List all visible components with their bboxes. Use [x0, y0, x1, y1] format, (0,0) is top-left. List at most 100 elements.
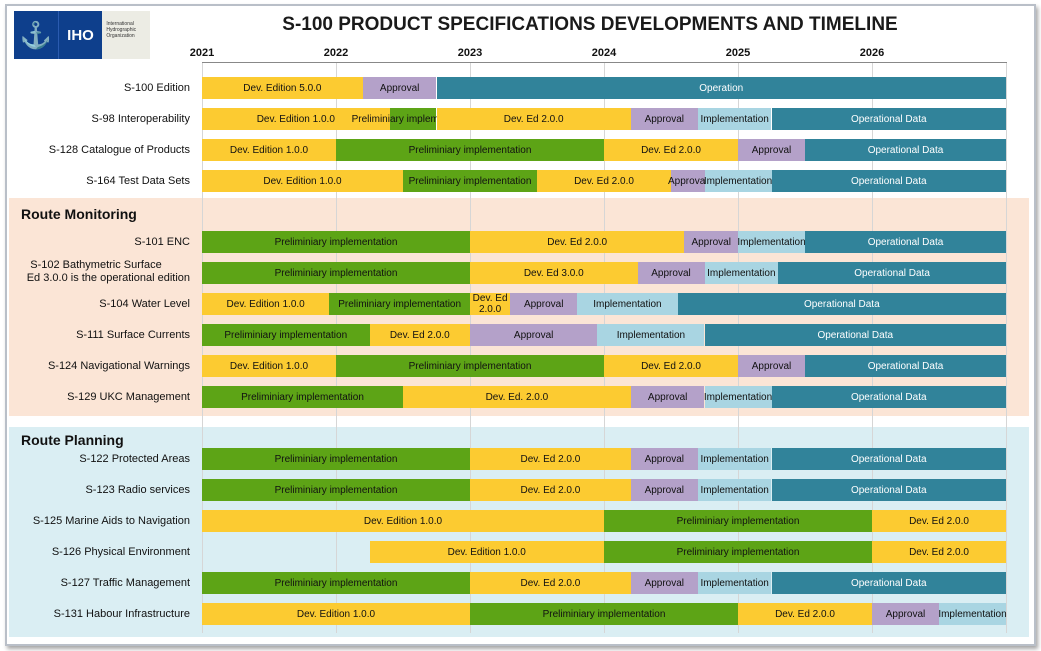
bar-pre: Preliminiary implementation — [202, 324, 370, 346]
bar-dev: Dev. Ed 2.0.0 — [470, 479, 631, 501]
bar-pre: Preliminiary implementation — [336, 139, 604, 161]
bar-appr: Approval — [470, 324, 598, 346]
gridline — [738, 63, 739, 633]
bar-dev: Dev. Ed 2.0.0 — [604, 355, 738, 377]
bar-impl: Implementation — [697, 479, 772, 501]
bar-appr: Approval — [362, 77, 437, 99]
bar-dev: Dev. Edition 1.0.0 — [202, 355, 336, 377]
bar-pre: Preliminiary implementation — [202, 231, 470, 253]
bar-op: Operational Data — [771, 448, 1006, 470]
bar-impl: Implementation — [704, 386, 772, 408]
row-label: S-124 Navigational Warnings — [47, 360, 190, 372]
bar-pre: Preliminiary implementation — [403, 170, 537, 192]
bar-dev: Dev. Ed. 2.0.0 — [403, 386, 631, 408]
bar-appr: Approval — [630, 448, 698, 470]
x-tick-label: 2026 — [859, 47, 885, 59]
bar-impl: Implementation — [704, 262, 779, 284]
bar-appr: Approval — [684, 231, 738, 253]
bar-dev: Dev. Edition 1.0.0 — [202, 170, 403, 192]
iho-emblem-icon: ⚓ — [14, 11, 58, 59]
bar-pre: Preliminiary implementation — [604, 510, 872, 532]
row-label: S-100 Edition — [123, 82, 190, 94]
bar-dev: Dev. Ed 2.0.0 — [436, 108, 631, 130]
bar-op: Operational Data — [771, 170, 1006, 192]
bar-dev: Dev. Ed 2.0.0 — [872, 510, 1006, 532]
gridline — [202, 63, 203, 633]
bar-dev: Dev. Ed 2.0.0 — [470, 572, 631, 594]
section-title-route-planning: Route Planning — [21, 432, 124, 448]
bar-op: Operational Data — [771, 108, 1006, 130]
x-tick-label: 2025 — [725, 47, 751, 59]
row-label-note: Ed 3.0.0 is the operational edition — [26, 272, 190, 284]
bar-op: Operational Data — [771, 572, 1006, 594]
row-label: S-123 Radio services — [85, 484, 190, 496]
bar-op: Operational Data — [771, 479, 1006, 501]
bar-appr: Approval — [510, 293, 578, 315]
row-label: S-164 Test Data Sets — [86, 175, 190, 187]
bar-dev: Dev. Ed 2.0.0 — [872, 541, 1006, 563]
row-label: S-102 Bathymetric Surface Ed 3.0.0 is the… — [2, 259, 190, 285]
bar-pre: Preliminiary implementation — [329, 293, 470, 315]
x-tick-label: 2021 — [189, 47, 215, 59]
row-label: S-126 Physical Environment — [51, 546, 190, 558]
bar-op: Operational Data — [805, 231, 1006, 253]
bar-appr: Approval — [637, 262, 705, 284]
bar-dev: Dev. Edition 1.0.0 — [202, 108, 390, 130]
x-tick-label: 2022 — [323, 47, 349, 59]
bar-op: Operational Data — [677, 293, 1006, 315]
bar-pre: Preliminiary implementation — [336, 355, 604, 377]
bar-dev: Dev. Edition 1.0.0 — [202, 293, 330, 315]
row-label: S-128 Catalogue of Products — [48, 144, 190, 156]
bar-appr: Approval — [738, 355, 805, 377]
logo-abbr: IHO — [57, 11, 103, 59]
gridline — [1006, 63, 1007, 633]
bar-impl: Implementation — [697, 448, 772, 470]
row-label: S-125 Marine Aids to Navigation — [32, 515, 190, 527]
x-tick-label: 2024 — [591, 47, 617, 59]
row-label: S-111 Surface Currents — [76, 329, 190, 341]
bar-appr: Approval — [630, 479, 698, 501]
bar-appr: Approval — [668, 170, 707, 192]
bar-op: Operational Data — [805, 139, 1006, 161]
bar-impl: Implementation — [737, 231, 806, 253]
bar-pre: Preliminiary implementation — [202, 479, 470, 501]
row-label: S-104 Water Level — [99, 298, 190, 310]
x-axis-line — [202, 62, 1007, 63]
bar-pre: Preliminiary implementation — [202, 386, 403, 408]
bar-dev: Dev. Ed 3.0.0 — [470, 262, 638, 284]
bar-impl: Implementation — [597, 324, 705, 346]
bar-dev: Dev. Edition 5.0.0 — [202, 77, 363, 99]
bar-op: Operation — [436, 77, 1006, 99]
bar-appr: Approval — [630, 108, 698, 130]
row-label: S-122 Protected Areas — [79, 453, 190, 465]
bar-pre: Preliminiary implementation — [202, 262, 470, 284]
row-label: S-127 Traffic Management — [60, 577, 190, 589]
gridline — [604, 63, 605, 633]
bar-pre: Preliminiary implementation — [604, 541, 872, 563]
gridline — [872, 63, 873, 633]
bar-appr: Approval — [738, 139, 805, 161]
bar-pre: Preliminiary implementation — [470, 603, 738, 625]
row-label-line: S-102 Bathymetric Surface — [30, 259, 162, 271]
bar-impl: Implementation — [577, 293, 678, 315]
bar-op: Operational Data — [778, 262, 1006, 284]
x-tick-label: 2023 — [457, 47, 483, 59]
bar-appr: Approval — [872, 603, 939, 625]
bar-pre: Preliminiary implementation — [202, 448, 470, 470]
bar-dev: Dev. Ed 2.0.0 — [537, 170, 671, 192]
gridline — [336, 63, 337, 633]
row-label: S-131 Habour Infrastructure — [53, 608, 190, 620]
bar-op: Operational Data — [704, 324, 1006, 346]
chart-title: S-100 PRODUCT SPECIFICATIONS DEVELOPMENT… — [282, 14, 898, 35]
bar-appr: Approval — [630, 572, 698, 594]
bar-dev: Dev. Ed 2.0.0 — [470, 231, 685, 253]
bar-dev: Dev. Ed 2.0.0 — [470, 448, 631, 470]
bar-dev: Dev. Edition 1.0.0 — [202, 603, 470, 625]
section-title-route-monitoring: Route Monitoring — [21, 206, 137, 222]
iho-logo: ⚓ IHO International Hydrographic Organiz… — [14, 11, 151, 59]
bar-appr: Approval — [630, 386, 705, 408]
bar-dev: Dev. Edition 1.0.0 — [369, 541, 604, 563]
bar-dev: Dev. Ed 2.0.0 — [604, 139, 738, 161]
bar-pre: Preliminiary implementation — [202, 572, 470, 594]
bar-impl: Implementation — [697, 108, 772, 130]
